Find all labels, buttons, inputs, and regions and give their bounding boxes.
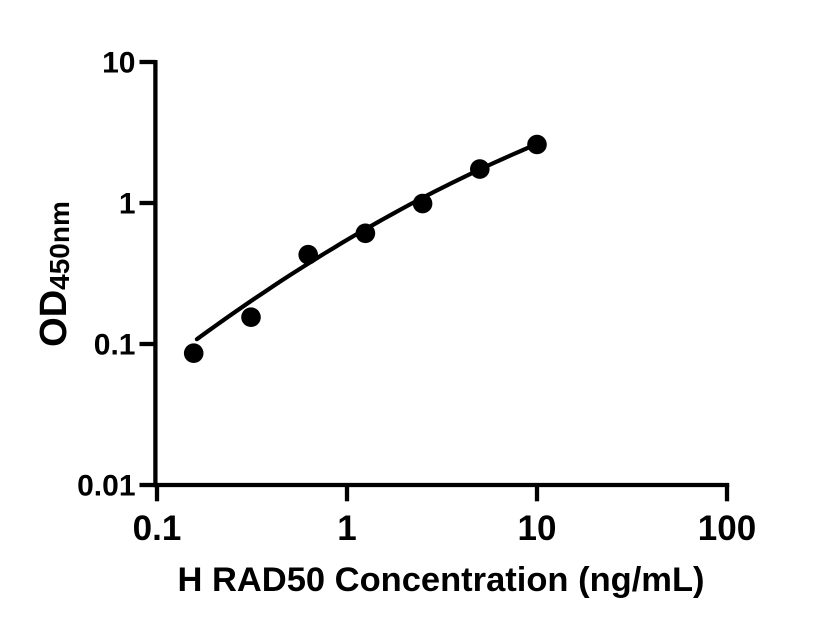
y-axis-title: OD450nm [33,201,75,347]
y-tick-label: 1 [119,188,136,221]
y-axis-title-main: OD [33,290,75,347]
y-tick-label: 0.1 [94,329,136,362]
data-point [412,193,433,214]
x-tick-label: 10 [518,509,557,548]
x-tick-label: 1 [337,509,356,548]
data-point [241,307,261,328]
y-tick-label: 0.01 [77,470,135,503]
data-point [355,223,376,244]
axis-tick-labels: 10 1 0.1 0.01 0.1 1 10 100 [77,47,756,549]
x-tick-label: 100 [698,509,756,548]
axis-ticks [139,59,730,502]
svg-text:OD450nm: OD450nm [33,201,75,347]
axes [153,60,730,488]
data-point [183,343,204,364]
y-axis-title-subscript: 450nm [44,201,75,290]
x-axis-title: H RAD50 Concentration (ng/mL) [177,561,704,599]
data-point [527,134,547,155]
data-points [183,134,547,364]
y-tick-label: 10 [102,47,135,80]
data-point [470,159,490,179]
data-point [298,244,319,265]
x-tick-label: 0.1 [133,509,182,548]
